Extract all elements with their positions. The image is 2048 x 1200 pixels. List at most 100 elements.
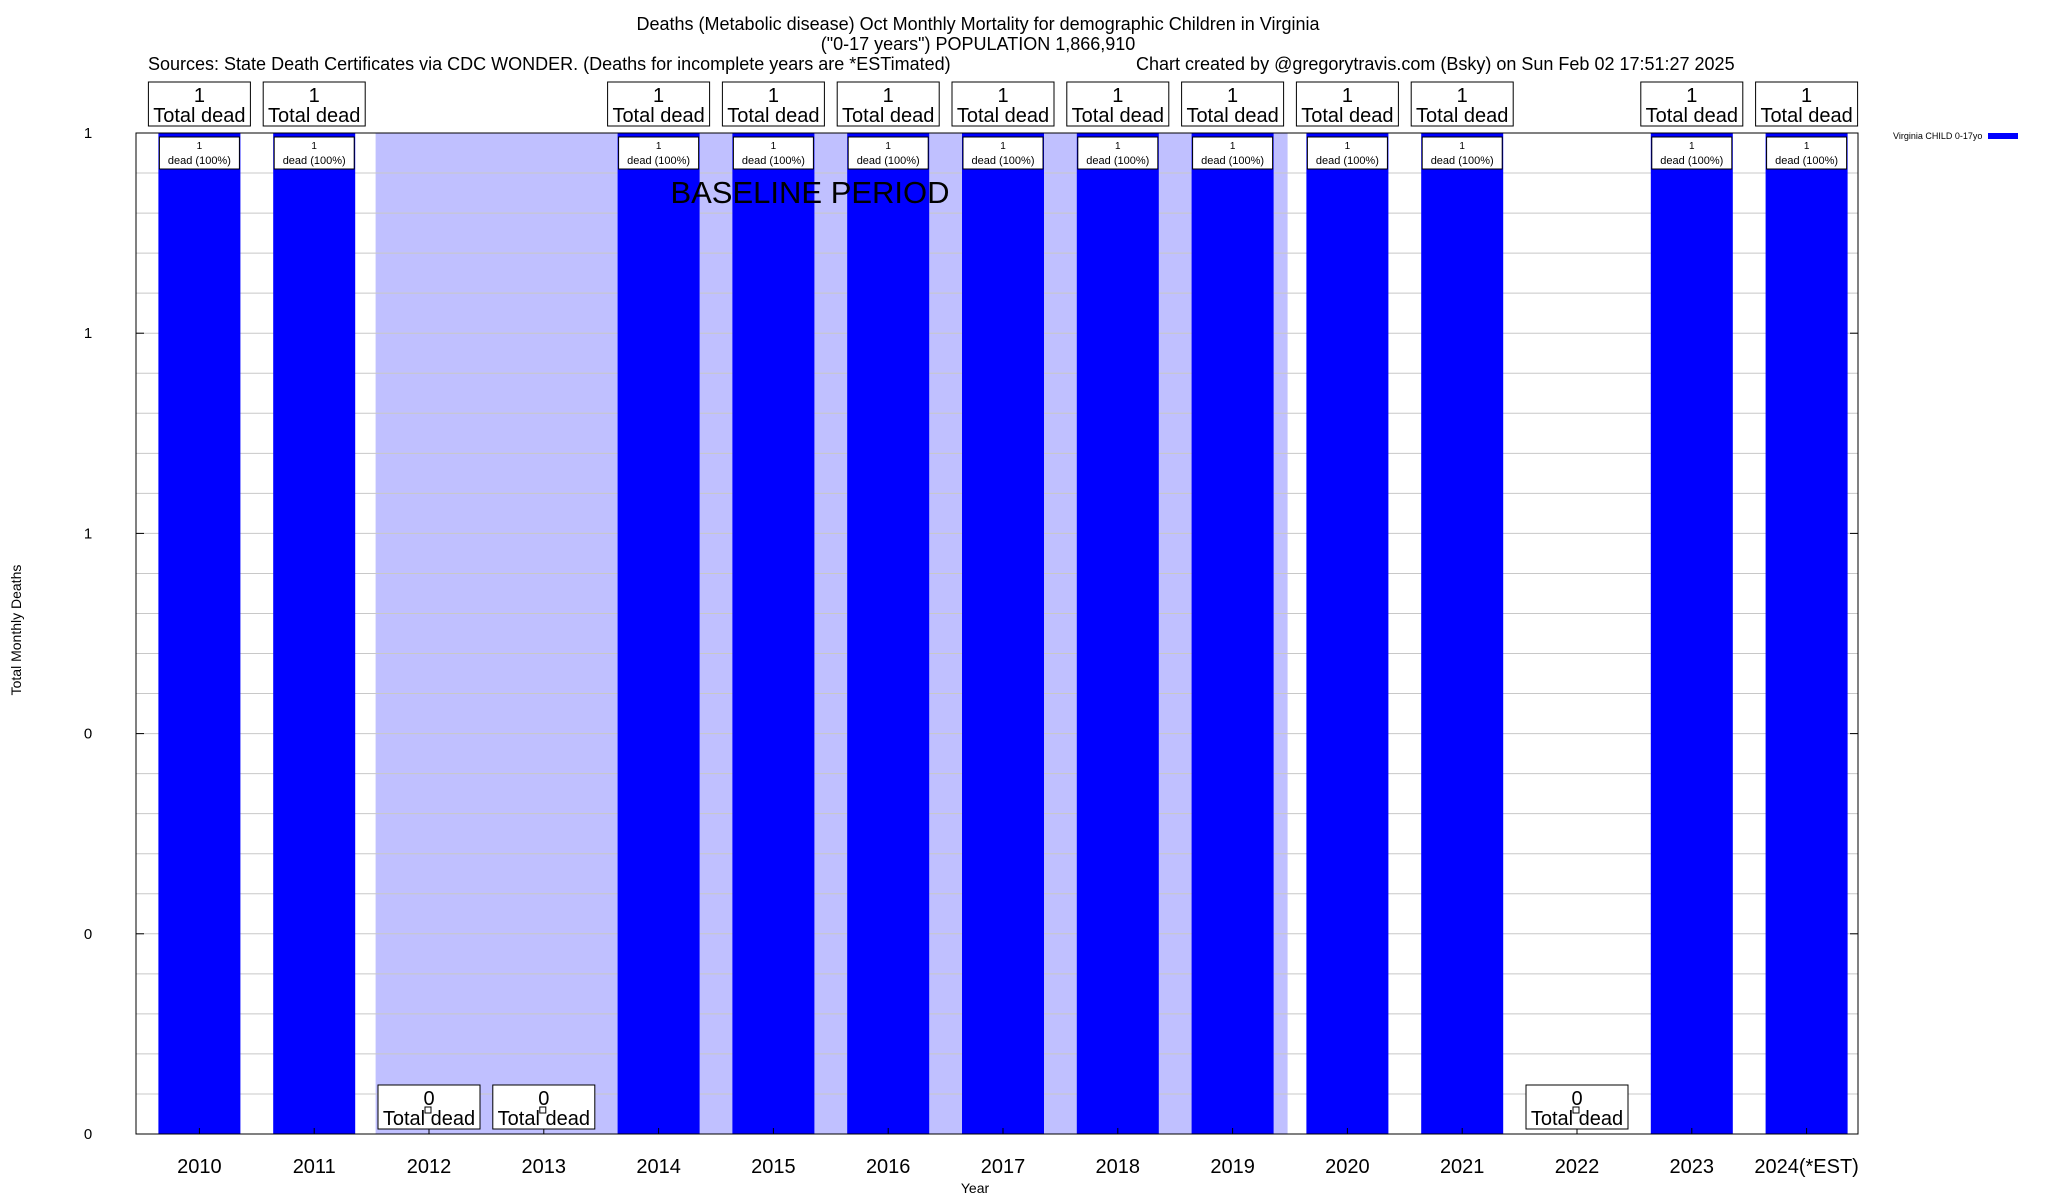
inner-value-2016: 1 [885,141,891,152]
total-value-2023: 1 [1686,85,1697,107]
total-value-2020: 1 [1342,85,1353,107]
total-box-2010 [147,81,251,127]
bar-2024(*EST) [1765,133,1848,1134]
total-box-2015 [721,81,825,127]
total-caption-2020: Total dead [1301,105,1393,127]
total-box-2014 [607,81,711,127]
total-caption-2024(*EST): Total dead [1760,105,1852,127]
y-axis-label: Total Monthly Deaths [8,564,24,696]
total-caption-2023: Total dead [1646,105,1738,127]
total-value-2016: 1 [883,85,894,107]
legend: Virginia CHILD 0-17yo [1893,131,2019,141]
zero-marker-2013 [539,1106,547,1114]
inner-box-2021 [1421,136,1503,170]
total-caption-2017: Total dead [957,105,1049,127]
y-tick-label-5: 1 [84,125,92,142]
inner-caption-2024(*EST): dead (100%) [1775,155,1838,167]
inner-box-2011 [273,136,355,170]
total-caption-2022: Total dead [1531,1108,1623,1130]
inner-box-2010 [158,136,240,170]
inner-box-2024(*EST) [1766,136,1848,170]
inner-caption-2023: dead (100%) [1660,155,1723,167]
x-tick-label-2019: 2019 [1210,1156,1255,1178]
total-value-2012: 0 [423,1088,434,1110]
legend-entry-label: Virginia CHILD 0-17yo [1893,131,1983,141]
inner-caption-2011: dead (100%) [283,155,346,167]
chart-credit: Chart created by @gregorytravis.com (Bsk… [1136,54,1735,74]
x-tick-label-2017: 2017 [981,1156,1026,1178]
x-tick-label-2012: 2012 [407,1156,452,1178]
inner-value-2018: 1 [1115,141,1121,152]
inner-caption-2016: dead (100%) [857,155,920,167]
x-tick-label-2011: 2011 [293,1156,336,1178]
zero-marker-2012 [424,1106,432,1114]
total-value-2017: 1 [997,85,1008,107]
bar-2023 [1650,133,1733,1134]
total-caption-2015: Total dead [727,105,819,127]
bar-2015 [732,133,815,1134]
legend-swatch [1988,133,2019,139]
x-tick-label-2022: 2022 [1555,1156,1600,1178]
total-box-2011 [262,81,366,127]
chart-title: Deaths (Metabolic disease) Oct Monthly M… [636,14,1320,34]
inner-value-2020: 1 [1345,141,1351,152]
total-value-2024(*EST): 1 [1801,85,1812,107]
inner-value-2017: 1 [1000,141,1006,152]
inner-caption-2015: dead (100%) [742,155,805,167]
total-value-2013: 0 [538,1088,549,1110]
bar-2010 [158,133,241,1134]
y-tick-label-4: 1 [84,325,92,342]
inner-box-2017 [962,136,1044,170]
x-tick-label-2020: 2020 [1325,1156,1370,1178]
total-caption-2012: Total dead [383,1108,475,1130]
total-caption-2018: Total dead [1072,105,1164,127]
bar-2019 [1191,133,1274,1134]
total-box-2019 [1181,81,1285,127]
inner-caption-2020: dead (100%) [1316,155,1379,167]
x-tick-label-2016: 2016 [866,1156,911,1178]
bar-2011 [273,133,356,1134]
total-value-2010: 1 [194,85,205,107]
total-box-2018 [1066,81,1170,127]
bar-2017 [962,133,1044,1134]
inner-value-2010: 1 [197,141,203,152]
total-value-2011: 1 [309,85,320,107]
inner-value-2024(*EST): 1 [1804,141,1810,152]
total-caption-2011: Total dead [268,105,360,127]
inner-box-2019 [1192,136,1274,170]
y-tick-label-3: 1 [84,525,92,542]
total-caption-2010: Total dead [153,105,245,127]
x-tick-label-2015: 2015 [751,1156,796,1178]
inner-caption-2017: dead (100%) [972,155,1035,167]
y-tick-label-2: 0 [84,726,92,743]
total-value-2014: 1 [653,85,664,107]
zero-marker-2022 [1572,1106,1580,1114]
inner-box-2020 [1306,136,1388,170]
bar-2018 [1076,133,1159,1134]
x-tick-label-2010: 2010 [177,1156,222,1178]
inner-value-2011: 1 [311,141,317,152]
inner-box-2023 [1651,136,1733,170]
total-box-2024(*EST) [1755,81,1859,127]
inner-caption-2019: dead (100%) [1201,155,1264,167]
total-caption-2014: Total dead [612,105,704,127]
total-value-2018: 1 [1112,85,1123,107]
x-tick-label-2023: 2023 [1670,1156,1715,1178]
inner-caption-2018: dead (100%) [1086,155,1149,167]
plot-frame [135,132,1859,1135]
y-tick-label-1: 0 [84,926,92,943]
chart-subtitle: ("0-17 years") POPULATION 1,866,910 [820,34,1136,54]
inner-value-2015: 1 [771,141,777,152]
inner-caption-2010: dead (100%) [168,155,231,167]
total-box-2021 [1410,81,1514,127]
inner-value-2021: 1 [1459,141,1465,152]
inner-box-2015 [732,136,814,170]
total-value-2015: 1 [768,85,779,107]
bar-2021 [1421,133,1504,1134]
inner-value-2014: 1 [656,141,662,152]
total-caption-2019: Total dead [1186,105,1278,127]
bar-2020 [1306,133,1389,1134]
total-box-2020 [1295,81,1399,127]
total-value-2019: 1 [1227,85,1238,107]
